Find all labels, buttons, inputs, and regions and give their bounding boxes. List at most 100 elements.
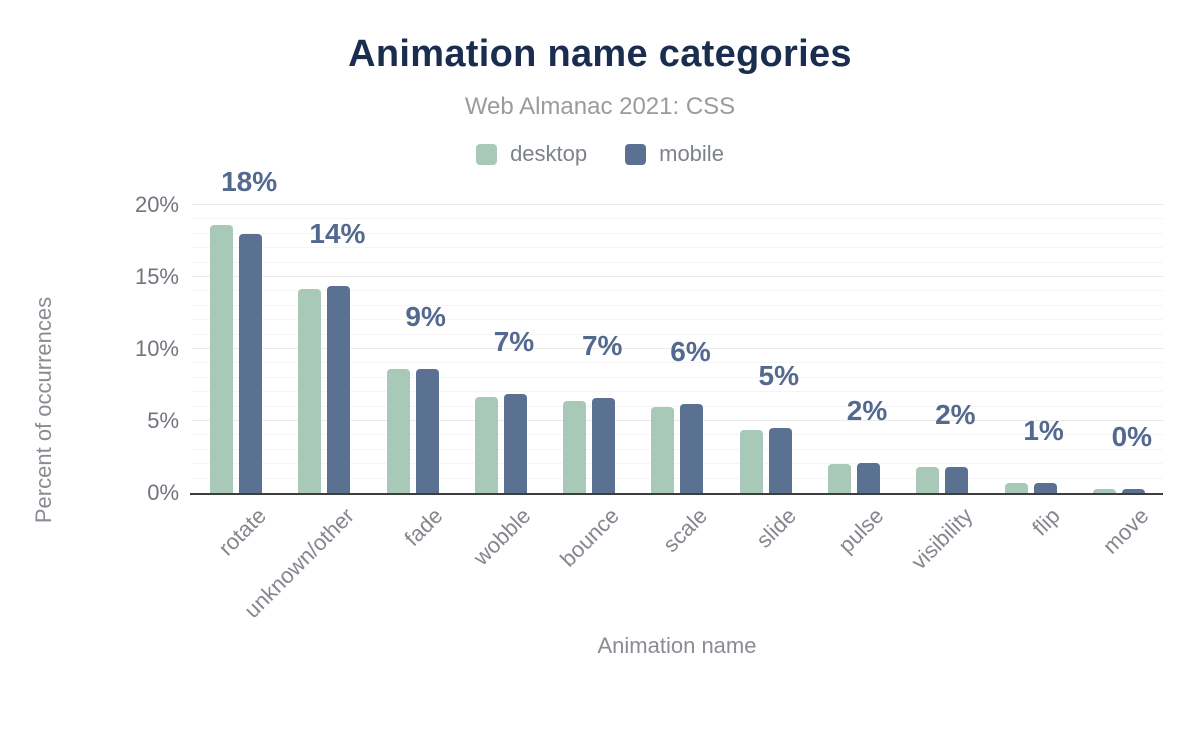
bar-group-rotate: 18% rotate <box>192 166 280 560</box>
legend-item-desktop: desktop <box>476 141 587 167</box>
desktop-bar <box>916 467 940 493</box>
minor-gridline <box>192 333 1163 335</box>
value-label: 9% <box>405 301 446 333</box>
legend: desktop mobile <box>0 141 1200 167</box>
value-label: 18% <box>221 165 278 197</box>
legend-label-desktop: desktop <box>510 141 588 166</box>
desktop-bar <box>828 464 852 493</box>
bar-group-unknown-other: 14% unknown/other <box>239 205 368 623</box>
major-gridline <box>192 420 1163 421</box>
bar-group-move: 0% move <box>1075 205 1163 559</box>
minor-gridline <box>192 376 1163 378</box>
bar-pair <box>280 285 368 493</box>
bar-group-slide: 5% slide <box>722 205 810 553</box>
x-tick-label: wobble <box>468 503 536 570</box>
desktop-bar <box>651 406 675 493</box>
value-label: 2% <box>846 394 888 426</box>
mobile-bar <box>945 467 969 493</box>
minor-gridline <box>192 247 1163 249</box>
mobile-bar <box>1033 482 1057 493</box>
value-label: 14% <box>309 217 366 249</box>
mobile-bar <box>680 403 704 493</box>
major-gridline <box>192 276 1163 277</box>
minor-gridline <box>192 405 1163 407</box>
value-label: 0% <box>1111 420 1153 452</box>
desktop-bar <box>210 225 234 493</box>
mobile-bar <box>239 233 263 493</box>
mobile-bar <box>327 285 351 493</box>
chart-subtitle: Web Almanac 2021: CSS <box>464 93 736 120</box>
minor-gridline <box>192 362 1163 364</box>
bar-pair <box>722 428 810 493</box>
mobile-bar <box>768 428 792 493</box>
minor-gridline <box>192 463 1163 465</box>
mobile-bar <box>857 462 881 493</box>
bar-group-scale: 6% scale <box>633 205 721 557</box>
value-label: 7% <box>581 329 623 361</box>
minor-gridline <box>192 232 1163 234</box>
legend-item-mobile: mobile <box>625 141 724 167</box>
minor-gridline <box>192 448 1163 450</box>
bar-group-pulse: 2% pulse <box>810 205 898 558</box>
y-tick-label: 20% <box>134 192 179 217</box>
x-tick-label: fade <box>399 503 448 551</box>
bar-pair <box>810 462 898 493</box>
minor-gridline <box>192 261 1163 263</box>
mobile-swatch <box>625 143 647 165</box>
y-tick-label: 5% <box>147 408 179 433</box>
desktop-bar <box>1004 482 1028 493</box>
desktop-bar <box>298 288 322 493</box>
x-tick-label: slide <box>750 503 801 553</box>
y-tick-label: 10% <box>134 336 179 361</box>
mobile-bar <box>592 397 616 493</box>
desktop-bar <box>1092 488 1116 493</box>
y-tick-label: 0% <box>147 480 179 505</box>
bar-pair <box>986 482 1074 493</box>
value-label: 6% <box>670 335 711 367</box>
x-tick-label: pulse <box>833 503 889 558</box>
value-label: 2% <box>935 399 976 431</box>
minor-gridline <box>192 290 1163 292</box>
value-label: 5% <box>758 360 799 392</box>
mobile-bar <box>503 393 527 493</box>
x-axis-title: Animation name <box>597 633 757 658</box>
desktop-bar <box>563 400 587 493</box>
y-axis-title: Percent of occurrences <box>31 296 56 524</box>
bar-group-visibility: 2% visibility <box>898 205 986 574</box>
bar-group-bounce: 7% bounce <box>545 205 633 572</box>
desktop-swatch <box>476 143 498 165</box>
value-label: 7% <box>493 325 535 357</box>
plot-area: 0% 5% 10% 15% 20% 18% rotate 14% unknown/other 9%… <box>135 166 1163 623</box>
bar-pair <box>545 397 633 493</box>
bar-pair <box>192 225 280 493</box>
x-tick-label: rotate <box>213 503 271 561</box>
x-tick-label: move <box>1097 503 1154 559</box>
minor-gridline <box>192 434 1163 436</box>
minor-gridline <box>192 391 1163 393</box>
bar-pair <box>369 369 457 493</box>
bar-pair <box>457 393 545 493</box>
chart-title: Animation name categories <box>348 33 852 75</box>
x-tick-label: scale <box>658 503 713 557</box>
mobile-bar <box>1121 488 1145 493</box>
minor-gridline <box>192 218 1163 220</box>
desktop-bar <box>474 396 498 493</box>
bar-group-wobble: 7% wobble <box>457 205 545 570</box>
bar-group-fade: 9% fade <box>369 205 457 551</box>
bar-group-flip: 1% flip <box>986 205 1074 541</box>
legend-label-mobile: mobile <box>659 141 724 166</box>
x-tick-label: visibility <box>905 503 977 575</box>
x-tick-label: bounce <box>555 503 624 572</box>
desktop-bar <box>739 429 763 493</box>
x-axis-line <box>190 493 1163 495</box>
major-gridline <box>192 204 1163 205</box>
minor-gridline <box>192 319 1163 321</box>
major-gridline <box>192 348 1163 349</box>
desktop-bar <box>386 369 410 493</box>
y-tick-label: 15% <box>134 264 179 289</box>
mobile-bar <box>415 369 439 493</box>
x-tick-label: flip <box>1027 503 1066 541</box>
bar-pair <box>1075 488 1163 493</box>
minor-gridline <box>192 304 1163 306</box>
